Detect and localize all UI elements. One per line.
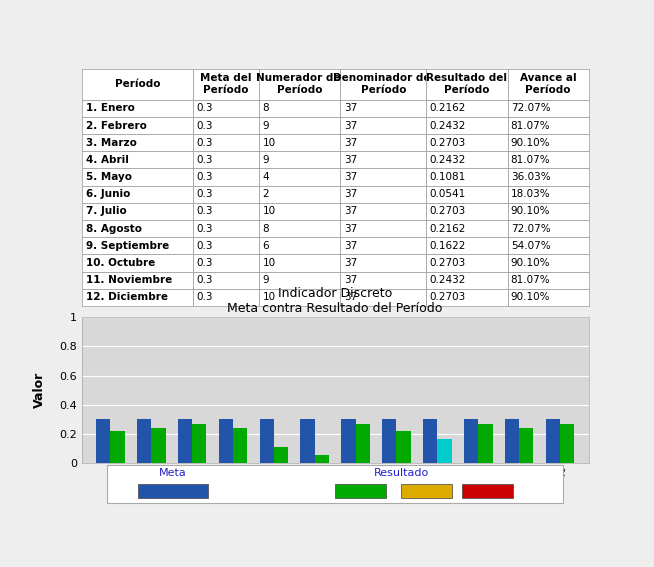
- Bar: [382, 419, 396, 463]
- FancyBboxPatch shape: [107, 465, 563, 502]
- Bar: [315, 455, 329, 463]
- Bar: [137, 419, 151, 463]
- Bar: [478, 424, 492, 463]
- Title: Indicador Discreto
Meta contra Resultado del Período: Indicador Discreto Meta contra Resultado…: [228, 287, 443, 315]
- Bar: [341, 419, 356, 463]
- Text: Meta: Meta: [159, 468, 187, 479]
- Bar: [151, 428, 165, 463]
- Bar: [423, 419, 438, 463]
- Bar: [505, 419, 519, 463]
- Bar: [111, 431, 125, 463]
- Bar: [233, 428, 247, 463]
- Bar: [464, 419, 478, 463]
- Bar: [545, 419, 560, 463]
- Bar: [356, 424, 370, 463]
- X-axis label: Periodo: Periodo: [308, 484, 362, 496]
- Bar: [438, 439, 452, 463]
- Bar: [560, 424, 574, 463]
- Bar: [218, 419, 233, 463]
- Bar: [396, 431, 411, 463]
- Bar: [519, 428, 534, 463]
- Bar: [192, 424, 207, 463]
- Y-axis label: Valor: Valor: [33, 372, 46, 408]
- Bar: [178, 419, 192, 463]
- Bar: [401, 484, 452, 498]
- Bar: [137, 484, 209, 498]
- Bar: [462, 484, 513, 498]
- Bar: [336, 484, 386, 498]
- Bar: [300, 419, 315, 463]
- Bar: [96, 419, 111, 463]
- Text: Resultado: Resultado: [373, 468, 428, 479]
- Bar: [274, 447, 288, 463]
- Bar: [260, 419, 274, 463]
